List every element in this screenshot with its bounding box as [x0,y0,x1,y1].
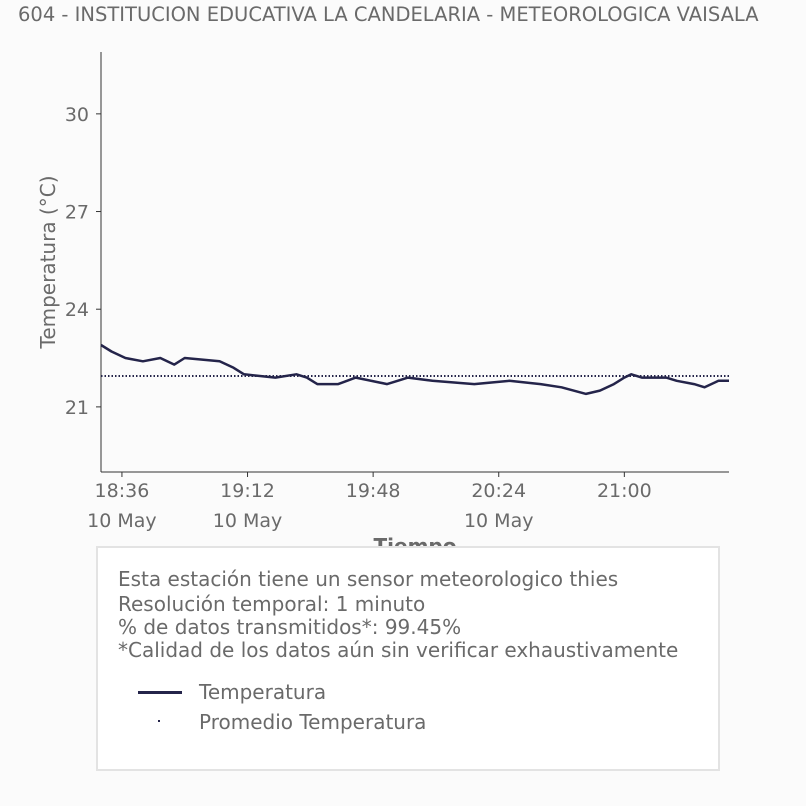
x-tick-date-label: 10 May [87,510,157,532]
y-tick-label: 30 [65,104,89,126]
info-legend-box: Esta estación tiene un sensor meteorolog… [96,546,720,771]
x-tick-date-label: 10 May [213,510,283,532]
x-tick-date-label: 10 May [464,510,534,532]
x-tick-label: 19:48 [346,480,401,502]
y-ticks: 21 24 27 30 [65,104,101,419]
series-line-temperatura [100,343,729,396]
x-ticks: 18:36 10 May 19:12 10 May 19:48 20:24 10 May 21… [87,472,652,532]
info-quality-note: *Calidad de los datos aún sin verificar … [118,638,679,662]
y-tick-label: 24 [65,299,89,321]
x-tick-label: 20:24 [471,480,526,502]
x-tick-label: 19:12 [220,480,275,502]
y-axis-label: Temperatura (°C) [36,175,60,349]
legend-solid-line-swatch [138,691,182,694]
series-layer [100,343,729,396]
x-tick-label: 21:00 [597,480,652,502]
y-tick-label: 27 [65,202,89,224]
legend-dot-swatch [158,720,160,722]
info-transmitted-text: % de datos transmitidos*: 99.45% [118,615,462,639]
x-tick-label: 18:36 [95,480,150,502]
chart-title: 604 - INSTITUCION EDUCATIVA LA CANDELARI… [18,3,759,26]
y-tick-label: 21 [65,397,89,419]
chart: 604 - INSTITUCION EDUCATIVA LA CANDELARI… [18,3,759,558]
info-sensor-text: Esta estación tiene un sensor meteorolog… [118,567,619,591]
legend-label: Temperatura [199,680,327,704]
info-resolution-text: Resolución temporal: 1 minuto [118,592,426,616]
legend-label: Promedio Temperatura [199,710,427,734]
